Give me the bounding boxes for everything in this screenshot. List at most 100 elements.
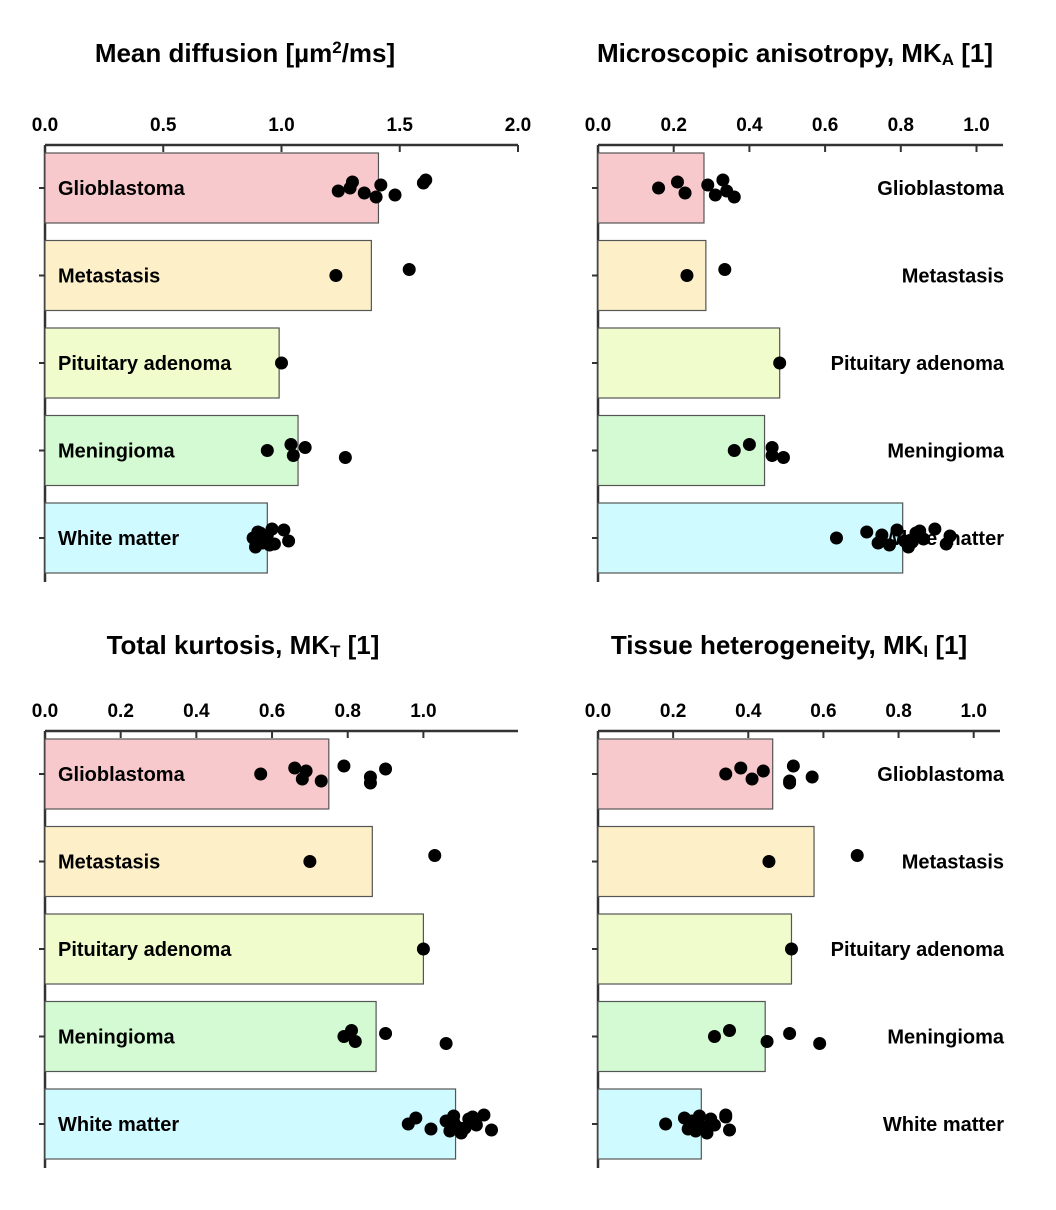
- x-tick-label: 1.0: [960, 701, 986, 722]
- x-tick-label: 0.2: [660, 701, 686, 722]
- x-tick-label: 0.0: [585, 115, 611, 136]
- bar-metastasis: [597, 825, 815, 898]
- data-point: [329, 269, 343, 282]
- x-tick-label: 0.6: [810, 701, 836, 722]
- data-point: [786, 759, 800, 773]
- bar-metastasis: [44, 239, 372, 312]
- data-point: [719, 767, 733, 781]
- title-tail: [1]: [340, 630, 379, 660]
- data-point: [722, 1123, 736, 1137]
- data-point: [813, 1037, 827, 1050]
- data-point: [734, 761, 748, 775]
- data-point: [439, 1037, 453, 1050]
- data-point: [345, 175, 359, 189]
- data-point: [416, 942, 430, 956]
- data-point: [416, 176, 430, 190]
- data-point: [379, 1027, 393, 1040]
- data-point: [829, 531, 843, 545]
- category-label: Pituitary adenoma: [831, 353, 1005, 375]
- data-point: [913, 524, 927, 538]
- bar-glioblastoma: [597, 738, 774, 810]
- data-point: [905, 535, 919, 549]
- total-kurtosis-title: Total kurtosis, MKT [1]: [107, 630, 380, 661]
- title-subscript: A: [942, 50, 954, 69]
- data-point: [745, 772, 759, 786]
- data-point: [409, 1111, 423, 1125]
- data-point: [776, 451, 790, 464]
- data-point: [357, 186, 371, 200]
- data-point: [882, 538, 896, 552]
- data-point: [890, 523, 904, 537]
- title-superscript: 2: [332, 38, 341, 57]
- data-point: [762, 855, 776, 868]
- data-point: [805, 770, 819, 784]
- data-point: [265, 522, 279, 536]
- data-point: [860, 525, 874, 539]
- bar-metastasis: [44, 825, 373, 898]
- data-point: [374, 178, 388, 192]
- data-point: [424, 1122, 438, 1136]
- bar-meningioma: [44, 414, 299, 487]
- category-label: White matter: [58, 528, 179, 550]
- title-main: Mean diffusion [µm: [95, 38, 332, 68]
- data-point: [298, 441, 312, 454]
- mean-diffusion-panel: Mean diffusion [µm2/ms] 0.0 0.5 1.0 1.5 2.0 Gl…: [32, 38, 531, 582]
- category-label: Glioblastoma: [58, 178, 186, 200]
- data-point: [659, 1117, 673, 1131]
- x-tick-label: 0.0: [585, 701, 611, 722]
- data-point: [284, 438, 298, 451]
- title-main: Total kurtosis, MK: [107, 630, 331, 660]
- data-point: [379, 762, 393, 776]
- data-point: [299, 764, 313, 778]
- data-point: [282, 534, 296, 548]
- data-point: [477, 1108, 491, 1122]
- category-label: White matter: [883, 1114, 1004, 1136]
- x-tick-label: 0.4: [735, 701, 762, 722]
- data-point: [348, 1035, 362, 1048]
- data-point: [288, 761, 302, 775]
- x-tick-label: 0.6: [259, 701, 285, 722]
- title-tail: [1]: [928, 630, 967, 660]
- x-tick-label: 1.0: [963, 115, 989, 136]
- data-point: [345, 1024, 359, 1037]
- data-point: [337, 759, 351, 773]
- x-tick-label: 1.5: [387, 115, 414, 136]
- data-point: [701, 178, 715, 192]
- bar-pituitary-adenoma: [597, 327, 781, 399]
- data-point: [850, 849, 864, 862]
- data-point: [692, 1121, 706, 1135]
- data-point: [718, 263, 732, 276]
- category-label: Pituitary adenoma: [58, 939, 232, 961]
- x-tick-label: 0.2: [660, 115, 686, 136]
- title-main: Microscopic anisotropy, MK: [597, 38, 942, 68]
- data-point: [783, 776, 797, 790]
- data-point: [314, 774, 328, 788]
- data-point: [466, 1110, 480, 1124]
- data-point: [719, 1110, 733, 1124]
- data-point: [756, 764, 770, 778]
- data-point: [277, 523, 291, 537]
- data-point: [369, 190, 383, 204]
- bar-glioblastoma: [44, 738, 330, 810]
- category-label: Metastasis: [902, 852, 1004, 874]
- x-tick-label: 0.0: [32, 115, 58, 136]
- title-subscript: T: [330, 642, 341, 661]
- data-point: [783, 1027, 797, 1040]
- x-tick-label: 0.8: [335, 701, 361, 722]
- bar-white-matter: [44, 502, 268, 574]
- x-tick-label: 0.6: [812, 115, 838, 136]
- x-tick-label: 0.2: [107, 701, 133, 722]
- category-label: Meningioma: [58, 1027, 176, 1049]
- data-point: [707, 1030, 721, 1043]
- data-point: [485, 1123, 499, 1137]
- data-point: [875, 528, 889, 542]
- data-point: [742, 438, 756, 451]
- x-tick-label: 1.0: [268, 115, 294, 136]
- category-label: Glioblastoma: [58, 764, 186, 786]
- data-point: [331, 184, 345, 198]
- data-point: [773, 356, 787, 370]
- bar-pituitary-adenoma: [597, 913, 793, 985]
- data-point: [363, 776, 377, 790]
- total-kurtosis-panel: Total kurtosis, MKT [1] 0.0 0.2 0.4 0.6 0.8 1.…: [32, 630, 518, 1168]
- data-point: [670, 175, 684, 189]
